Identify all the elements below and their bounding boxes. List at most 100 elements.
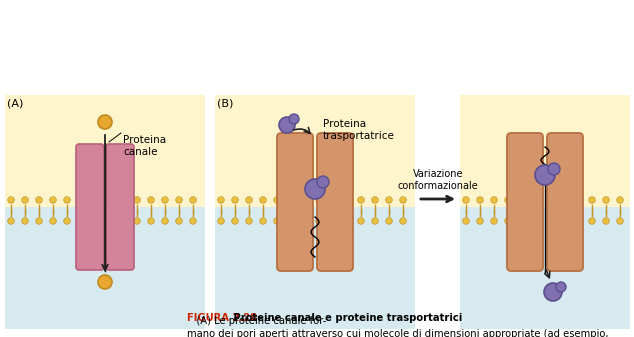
Circle shape <box>617 218 623 224</box>
Circle shape <box>463 218 469 224</box>
Circle shape <box>190 218 197 224</box>
Text: Variazione
conformazionale: Variazione conformazionale <box>398 168 479 191</box>
Circle shape <box>603 197 609 203</box>
Text: Proteina
trasportatrice: Proteina trasportatrice <box>323 119 395 142</box>
Circle shape <box>477 218 483 224</box>
Circle shape <box>78 218 84 224</box>
Circle shape <box>49 218 56 224</box>
Circle shape <box>491 218 497 224</box>
FancyBboxPatch shape <box>76 144 104 270</box>
Circle shape <box>589 218 595 224</box>
Circle shape <box>120 197 126 203</box>
Text: (B): (B) <box>217 99 233 109</box>
Circle shape <box>260 218 266 224</box>
Circle shape <box>316 218 322 224</box>
Circle shape <box>36 218 42 224</box>
Circle shape <box>302 197 308 203</box>
Bar <box>460 207 630 329</box>
Bar <box>215 95 415 207</box>
Circle shape <box>385 197 392 203</box>
Circle shape <box>231 218 238 224</box>
Circle shape <box>533 218 540 224</box>
Circle shape <box>279 117 295 133</box>
Circle shape <box>231 197 238 203</box>
Circle shape <box>505 218 511 224</box>
Circle shape <box>120 218 126 224</box>
Circle shape <box>8 218 15 224</box>
Circle shape <box>148 218 154 224</box>
Circle shape <box>63 197 70 203</box>
Bar <box>460 95 630 207</box>
Circle shape <box>289 114 299 124</box>
Circle shape <box>519 197 526 203</box>
Circle shape <box>344 197 351 203</box>
Circle shape <box>274 218 280 224</box>
FancyBboxPatch shape <box>547 133 583 271</box>
Circle shape <box>556 282 566 292</box>
Circle shape <box>106 197 112 203</box>
Circle shape <box>176 218 183 224</box>
Circle shape <box>63 218 70 224</box>
Circle shape <box>330 197 336 203</box>
Circle shape <box>463 197 469 203</box>
Circle shape <box>92 218 98 224</box>
Text: FIGURA 2.28: FIGURA 2.28 <box>187 313 257 324</box>
Circle shape <box>330 218 336 224</box>
Text: (A) Le proteine canale for-
mano dei pori aperti attraverso cui molecole di dime: (A) Le proteine canale for- mano dei por… <box>187 316 634 337</box>
Circle shape <box>98 275 112 289</box>
Circle shape <box>617 197 623 203</box>
Circle shape <box>358 218 365 224</box>
Circle shape <box>358 197 365 203</box>
Circle shape <box>274 197 280 203</box>
Circle shape <box>477 197 483 203</box>
Circle shape <box>317 176 329 188</box>
FancyBboxPatch shape <box>507 133 543 271</box>
FancyBboxPatch shape <box>317 133 353 271</box>
Circle shape <box>288 197 294 203</box>
Circle shape <box>176 197 183 203</box>
Circle shape <box>8 197 15 203</box>
Circle shape <box>190 197 197 203</box>
Circle shape <box>399 197 406 203</box>
Circle shape <box>78 197 84 203</box>
Circle shape <box>92 197 98 203</box>
Circle shape <box>535 165 555 185</box>
FancyBboxPatch shape <box>277 133 313 271</box>
Circle shape <box>533 197 540 203</box>
Circle shape <box>305 179 325 199</box>
Circle shape <box>548 163 560 175</box>
Circle shape <box>547 218 553 224</box>
Text: Proteine canale e proteine trasportatrici: Proteine canale e proteine trasportatric… <box>230 313 463 324</box>
Circle shape <box>603 218 609 224</box>
Bar <box>5 207 205 329</box>
Bar <box>5 95 205 207</box>
Circle shape <box>22 197 29 203</box>
Circle shape <box>260 197 266 203</box>
Circle shape <box>505 197 511 203</box>
Circle shape <box>316 197 322 203</box>
Circle shape <box>217 218 224 224</box>
Circle shape <box>560 218 567 224</box>
Circle shape <box>134 197 140 203</box>
Circle shape <box>148 197 154 203</box>
Circle shape <box>574 197 581 203</box>
Circle shape <box>399 218 406 224</box>
Circle shape <box>372 197 378 203</box>
FancyBboxPatch shape <box>106 144 134 270</box>
Circle shape <box>246 218 252 224</box>
Circle shape <box>22 218 29 224</box>
Text: (A): (A) <box>7 99 23 109</box>
Circle shape <box>491 197 497 203</box>
Text: Proteina
canale: Proteina canale <box>123 135 166 157</box>
Circle shape <box>246 197 252 203</box>
Circle shape <box>49 197 56 203</box>
Circle shape <box>372 218 378 224</box>
Bar <box>215 207 415 329</box>
Circle shape <box>134 218 140 224</box>
Circle shape <box>288 218 294 224</box>
Circle shape <box>106 218 112 224</box>
Circle shape <box>162 218 168 224</box>
Circle shape <box>560 197 567 203</box>
Circle shape <box>98 115 112 129</box>
Circle shape <box>544 283 562 301</box>
